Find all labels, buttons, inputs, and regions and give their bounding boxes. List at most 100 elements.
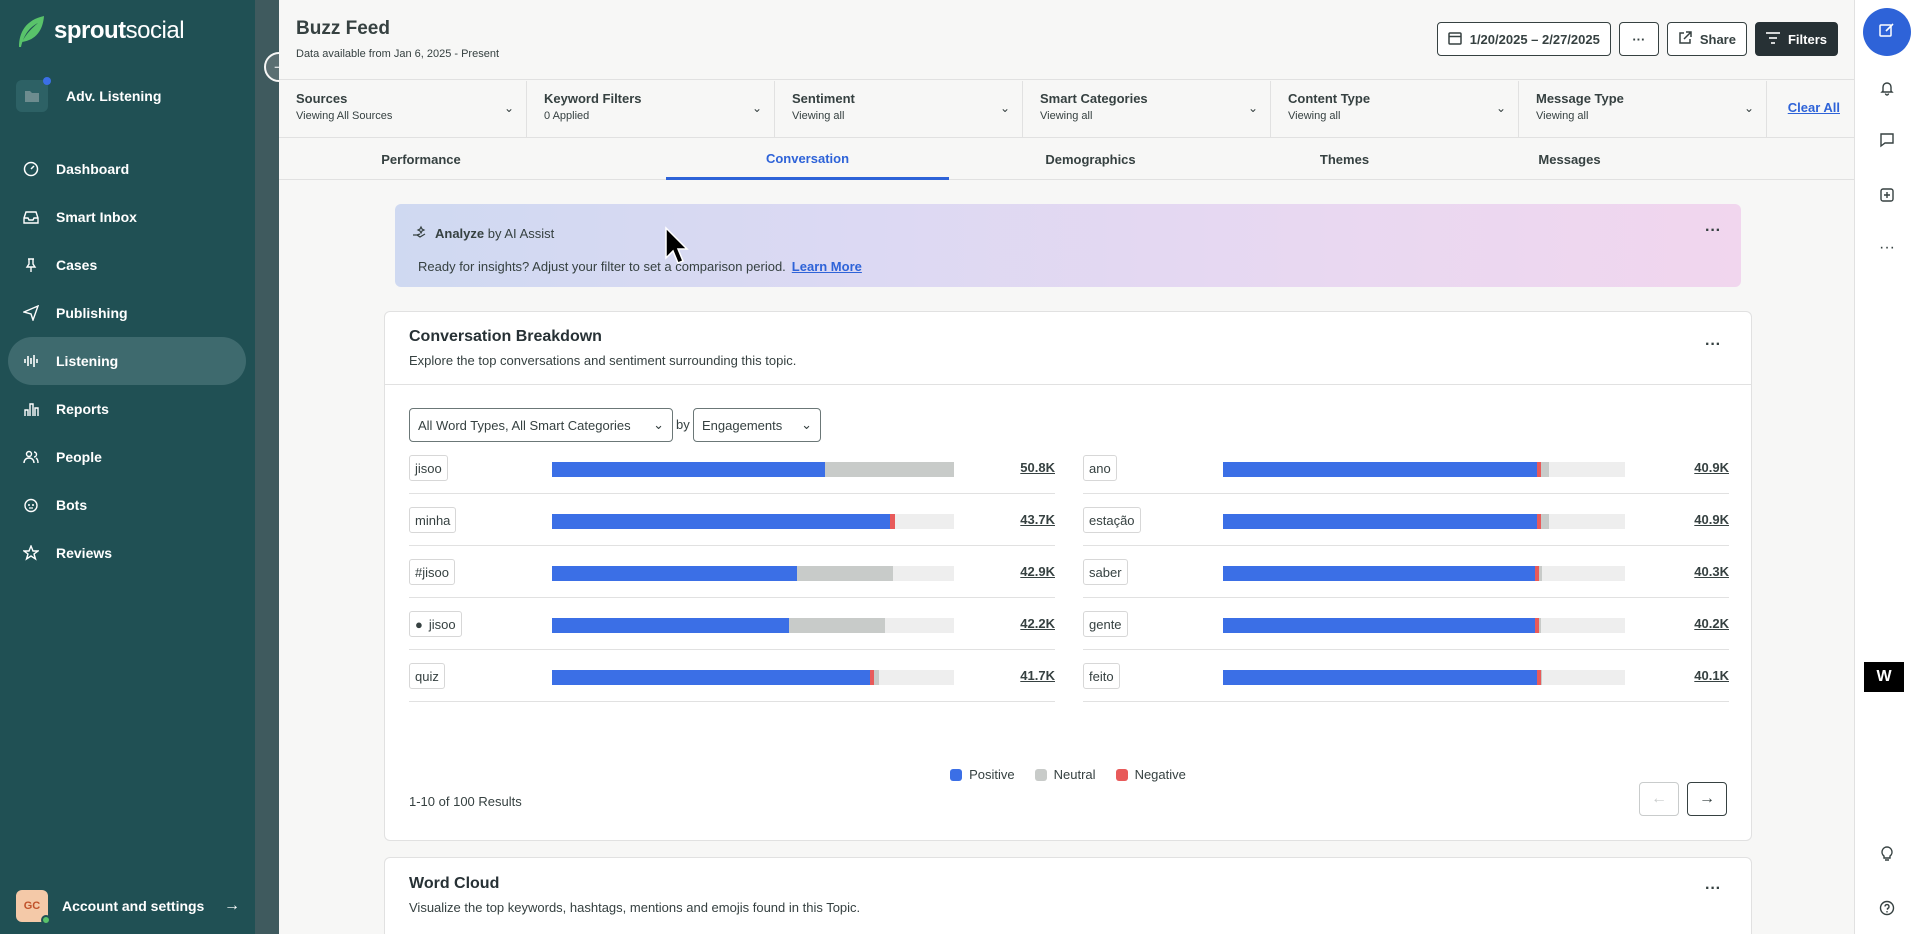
bar-chart-icon	[22, 400, 40, 418]
card-subtitle: Explore the top conversations and sentim…	[409, 353, 797, 368]
bell-icon[interactable]	[1875, 76, 1899, 100]
tab-themes[interactable]: Themes	[1319, 152, 1370, 167]
next-page-button[interactable]: →	[1687, 782, 1727, 816]
add-task-icon[interactable]	[1875, 183, 1899, 207]
sidebar-item-bots[interactable]: Bots	[8, 481, 246, 529]
sentiment-bar[interactable]	[552, 566, 954, 581]
card-more-button[interactable]: ···	[1705, 880, 1721, 897]
sentiment-bar[interactable]	[552, 618, 954, 633]
sentiment-bar[interactable]	[552, 462, 954, 477]
assist-more-button[interactable]: ···	[1705, 222, 1721, 239]
sentiment-bar[interactable]	[1223, 514, 1625, 529]
w-badge-icon[interactable]: W	[1864, 662, 1904, 692]
filter-keyword-filters[interactable]: Keyword Filters 0 Applied ⌄	[527, 81, 775, 137]
chevron-down-icon: ⌄	[1743, 101, 1754, 115]
value-link[interactable]: 40.1K	[1694, 668, 1729, 683]
bot-icon	[22, 496, 40, 514]
page-header: Buzz Feed Data available from Jan 6, 202…	[279, 0, 1854, 80]
learn-more-link[interactable]: Learn More	[791, 259, 862, 274]
filter-smart-categories[interactable]: Smart Categories Viewing all ⌄	[1023, 81, 1271, 137]
negative-segment	[890, 514, 895, 529]
main-nav: Dashboard Smart Inbox Cases Publishing Liste…	[8, 145, 246, 577]
filter-message-type[interactable]: Message Type Viewing all ⌄	[1519, 81, 1767, 137]
sentiment-bar[interactable]	[552, 514, 954, 529]
sidebar-item-label: Dashboard	[56, 161, 130, 177]
chevron-down-icon: ⌄	[751, 101, 762, 115]
tab-performance[interactable]: Performance	[381, 152, 461, 167]
metric-select[interactable]: Engagements ⌄	[693, 408, 821, 442]
word-chip[interactable]: ano	[1083, 455, 1117, 481]
sidebar-item-reports[interactable]: Reports	[8, 385, 246, 433]
word-chip[interactable]: saber	[1083, 559, 1128, 585]
word-chip[interactable]: feito	[1083, 663, 1120, 689]
more-options-button[interactable]: ···	[1618, 22, 1659, 56]
filter-value: 0 Applied	[544, 110, 590, 122]
value-link[interactable]: 42.2K	[1020, 616, 1055, 631]
help-icon[interactable]	[1875, 896, 1899, 920]
sidebar-item-dashboard[interactable]: Dashboard	[8, 145, 246, 193]
breakdown-row: quiz 41.7K	[409, 650, 1055, 702]
compose-button[interactable]	[1863, 8, 1911, 56]
workspace-switcher[interactable]: Adv. Listening	[16, 77, 161, 112]
share-label: Share	[1699, 31, 1736, 47]
feedback-icon[interactable]	[1875, 128, 1899, 152]
previous-page-button[interactable]: ←	[1639, 782, 1679, 816]
breakdown-row: estação 40.9K	[1083, 494, 1729, 546]
sentiment-bar[interactable]	[552, 670, 954, 685]
word-chip[interactable]: gente	[1083, 611, 1128, 637]
word-type-select[interactable]: All Word Types, All Smart Categories ⌄	[409, 408, 673, 442]
brand-logo[interactable]: sproutsocial	[16, 14, 185, 48]
tab-demographics[interactable]: Demographics	[1045, 152, 1136, 167]
sidebar-item-smart-inbox[interactable]: Smart Inbox	[8, 193, 246, 241]
sidebar-item-people[interactable]: People	[8, 433, 246, 481]
value-link[interactable]: 41.7K	[1020, 668, 1055, 683]
date-range-button[interactable]: 1/20/2025 – 2/27/2025	[1436, 22, 1611, 56]
word-chip[interactable]: estação	[1083, 507, 1141, 533]
word-chip[interactable]: minha	[409, 507, 457, 533]
sidebar-item-label: Reviews	[56, 545, 113, 561]
lightbulb-icon[interactable]	[1875, 842, 1899, 866]
value-link[interactable]: 40.3K	[1694, 564, 1729, 579]
filter-content-type[interactable]: Content Type Viewing all ⌄	[1271, 81, 1519, 137]
sidebar-item-publishing[interactable]: Publishing	[8, 289, 246, 337]
tab-conversation[interactable]: Conversation	[666, 139, 949, 180]
card-more-button[interactable]: ···	[1705, 336, 1721, 353]
word-chip[interactable]: jisoo	[409, 455, 448, 481]
sentiment-bar[interactable]	[1223, 670, 1625, 685]
sidebar-item-cases[interactable]: Cases	[8, 241, 246, 289]
value-link[interactable]: 43.7K	[1020, 512, 1055, 527]
account-settings[interactable]: GC Account and settings →	[16, 890, 240, 925]
filter-sentiment[interactable]: Sentiment Viewing all ⌄	[775, 81, 1023, 137]
assist-message: Ready for insights? Adjust your filter t…	[418, 259, 786, 274]
sidebar-item-label: People	[56, 449, 102, 465]
value-link[interactable]: 40.2K	[1694, 616, 1729, 631]
arrow-right-icon: →	[224, 897, 240, 914]
value-link[interactable]: 50.8K	[1020, 460, 1055, 475]
value-link[interactable]: 40.9K	[1694, 460, 1729, 475]
tab-messages[interactable]: Messages	[1538, 152, 1601, 167]
word-chip[interactable]: #jisoo	[409, 559, 455, 585]
word-chip[interactable]: quiz	[409, 663, 445, 689]
more-icon[interactable]: ···	[1879, 239, 1895, 256]
page-title: Buzz Feed	[296, 18, 390, 39]
people-icon	[22, 448, 40, 466]
positive-segment	[1223, 462, 1537, 477]
word-chip[interactable]: ● jisoo	[409, 611, 462, 637]
sentiment-bar[interactable]	[1223, 618, 1625, 633]
sidebar-item-label: Listening	[56, 353, 119, 369]
calendar-icon	[1447, 31, 1462, 48]
sidebar-item-listening[interactable]: Listening	[8, 337, 246, 385]
word-label: estação	[1089, 512, 1135, 528]
share-button[interactable]: Share	[1666, 22, 1747, 56]
clear-all-link[interactable]: Clear All	[1787, 100, 1840, 115]
value-link[interactable]: 42.9K	[1020, 564, 1055, 579]
value-link[interactable]: 40.9K	[1694, 512, 1729, 527]
sprout-leaf-icon	[19, 16, 44, 47]
sidebar-item-label: Smart Inbox	[56, 209, 137, 225]
neutral-segment	[797, 566, 893, 581]
sentiment-bar[interactable]	[1223, 566, 1625, 581]
sentiment-bar[interactable]	[1223, 462, 1625, 477]
filter-sources[interactable]: Sources Viewing All Sources ⌄	[279, 81, 527, 137]
sidebar-item-reviews[interactable]: Reviews	[8, 529, 246, 577]
filters-button[interactable]: Filters	[1754, 22, 1838, 56]
